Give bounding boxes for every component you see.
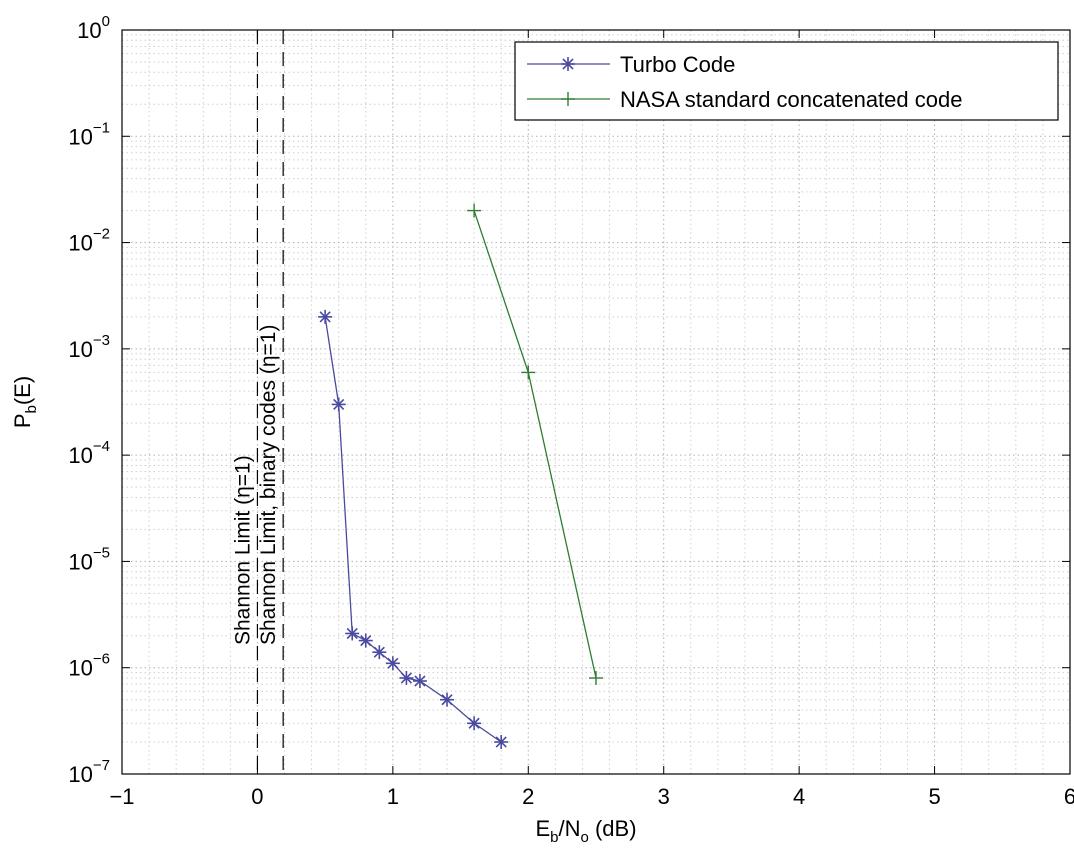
legend-label: NASA standard concatenated code [620,87,962,112]
x-tick-label: 2 [522,784,534,809]
series-layer [318,203,603,750]
legend-marker [561,57,575,71]
legend-item: NASA standard concatenated code [527,87,962,112]
y-tick-label: 10−7 [68,757,110,787]
data-point [412,673,427,688]
data-point [331,397,346,412]
data-point [467,203,482,218]
data-point [372,645,387,660]
data-point [345,626,360,641]
x-axis-label: Eb/No (dB) [535,816,636,846]
ticks: −1 0 1 2 3 4 5 6 100 10−1 10−2 10−3 10−4 10−5 10−6 10−7 [68,13,1074,809]
data-point [494,735,509,750]
y-tick-label: 10−1 [68,119,110,149]
x-tick-label: 3 [658,784,670,809]
data-point [467,716,482,731]
legend-label: Turbo Code [620,52,735,77]
y-tick-label: 10−4 [68,438,110,468]
y-tick-label: 100 [77,13,110,43]
x-tick-label: −1 [109,784,134,809]
shannon-limit-label: Shannon Limit (η=1) [231,455,254,645]
x-tick-label: 0 [251,784,263,809]
legend-marker [561,92,575,106]
y-tick-label: 10−3 [68,332,110,362]
data-point [318,309,333,324]
y-tick-label: 10−2 [68,226,110,256]
x-tick-label: 4 [793,784,805,809]
legend: Turbo Code NASA standard concatenated cod… [514,41,1059,121]
y-tick-label: 10−6 [68,651,110,681]
data-point [399,671,414,686]
legend-box [514,41,1059,121]
axes-box [121,29,1071,775]
legend-item: Turbo Code [527,52,735,77]
data-point [521,365,536,380]
x-tick-label: 1 [387,784,399,809]
data-point [589,671,603,686]
data-point [385,656,400,671]
y-axis-label: Pb(E) [10,376,40,428]
series-line-1 [473,210,597,679]
reference-lines: Shannon Limit (η=1) Shannon Limit, binary… [231,30,284,774]
data-point [440,692,455,707]
x-tick-label: 6 [1064,784,1074,809]
shannon-limit-label: Shannon Limit, binary codes (η=1) [257,325,280,645]
data-point [358,633,373,648]
y-tick-label: 10−5 [68,544,110,574]
x-tick-label: 5 [928,784,940,809]
